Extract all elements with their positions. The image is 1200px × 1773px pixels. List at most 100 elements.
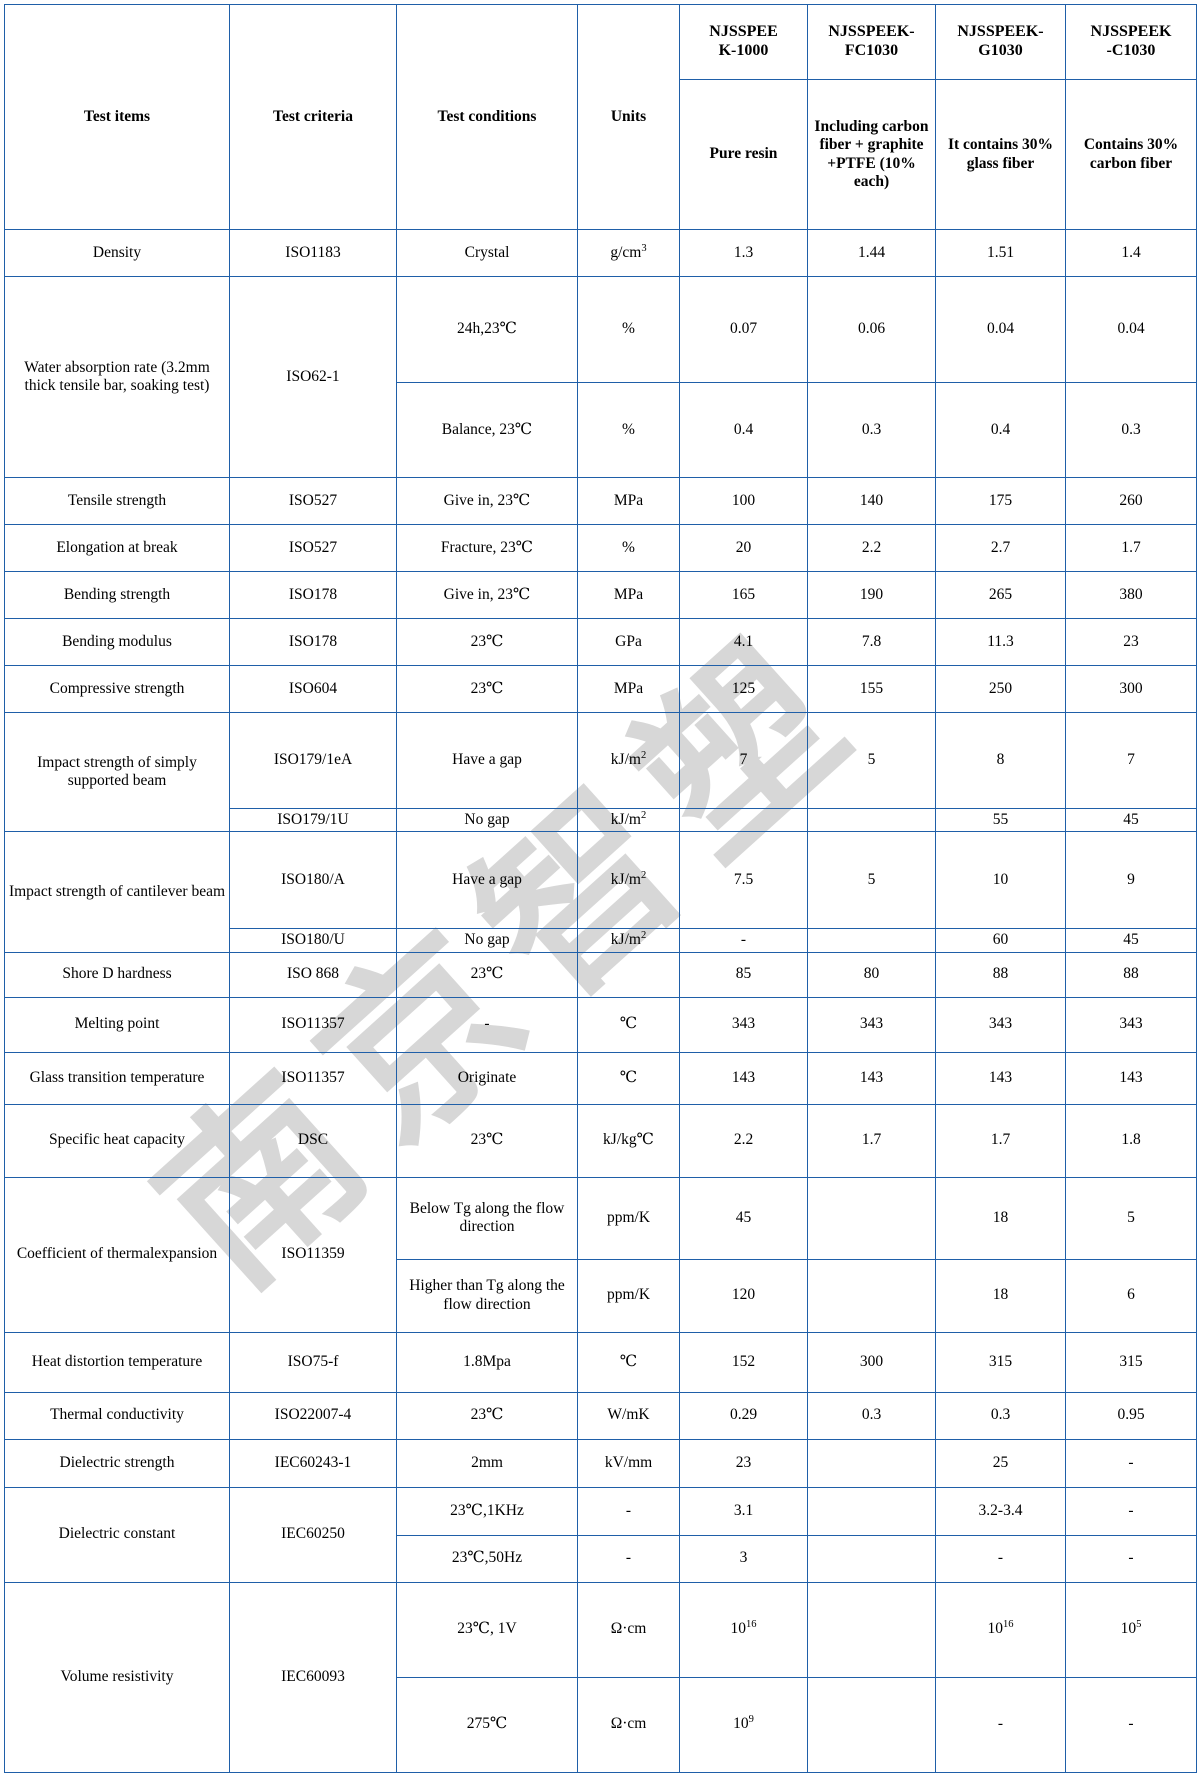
product-desc-njsspeek-g1030: It contains 30% glass fiber	[935, 79, 1066, 230]
cell-value: -	[1065, 1438, 1197, 1488]
cell-value: 80	[807, 951, 936, 998]
cell-value: 3.1	[679, 1486, 808, 1536]
cell-test-condition: 23℃	[396, 665, 578, 713]
cell-value	[807, 1258, 936, 1333]
cell-value: -	[935, 1534, 1066, 1583]
cell-value: 4.1	[679, 618, 808, 666]
cell-test-criteria: ISO179/1eA	[229, 712, 397, 809]
cell-value: 250	[935, 665, 1066, 713]
cell-unit: GPa	[577, 618, 680, 666]
cell-value: 60	[935, 928, 1066, 953]
cell-value: 20	[679, 524, 808, 572]
cell-test-criteria: ISO11357	[229, 996, 397, 1053]
table-row: Bending strength ISO178 Give in, 23℃ MPa 165…	[4, 571, 1197, 619]
cell-unit: %	[577, 524, 680, 572]
cell-value: 5	[807, 712, 936, 809]
cell-value: 1016	[679, 1581, 808, 1678]
cell-test-item: Glass transition temperature	[4, 1051, 230, 1105]
cell-test-condition: Higher than Tg along the flow direction	[396, 1258, 578, 1333]
cell-value: 125	[679, 665, 808, 713]
cell-value	[807, 1438, 936, 1488]
cell-value: 1.51	[935, 229, 1066, 277]
cell-value: 45	[679, 1176, 808, 1260]
product-desc-njsspeek-c1030: Contains 30% carbon fiber	[1065, 79, 1197, 230]
cell-test-condition: 23℃	[396, 951, 578, 998]
cell-value: 2.2	[807, 524, 936, 572]
cell-test-condition: 1.8Mpa	[396, 1331, 578, 1393]
cell-test-condition: Originate	[396, 1051, 578, 1105]
cell-unit: Ω·cm	[577, 1581, 680, 1678]
cell-value	[807, 807, 936, 833]
cell-value: 343	[935, 996, 1066, 1053]
cell-test-condition: Give in, 23℃	[396, 571, 578, 619]
cell-value: 0.3	[807, 1391, 936, 1440]
cell-value: 5	[807, 831, 936, 930]
cell-test-condition: Give in, 23℃	[396, 477, 578, 525]
cell-value: 23	[1065, 618, 1197, 666]
cell-unit: kJ/m2	[577, 807, 680, 833]
cell-test-condition: Have a gap	[396, 712, 578, 809]
cell-value: 190	[807, 571, 936, 619]
cell-test-condition: Below Tg along the flow direction	[396, 1176, 578, 1260]
cell-value: 105	[1065, 1581, 1197, 1678]
cell-value: 0.4	[935, 382, 1066, 478]
table-row: Melting point ISO11357- ℃ 343 343 343 343	[4, 996, 1197, 1053]
cell-test-item: Elongation at break	[4, 524, 230, 572]
column-header-units: Units	[577, 4, 680, 230]
table-header: Test items Test criteria Test conditions…	[4, 4, 1197, 230]
cell-value: 18	[935, 1258, 1066, 1333]
cell-value: 23	[679, 1438, 808, 1488]
cell-value: -	[1065, 1534, 1197, 1583]
cell-test-criteria: ISO1183	[229, 229, 397, 277]
cell-test-item: Volume resistivity	[4, 1581, 230, 1773]
table-row: Impact strength of simply supported beam…	[4, 711, 1197, 833]
cell-test-condition: Fracture, 23℃	[396, 524, 578, 572]
cell-value: 0.29	[679, 1391, 808, 1440]
column-header-test-conditions: Test conditions	[396, 4, 578, 230]
cell-value: 260	[1065, 477, 1197, 525]
cell-test-criteria: DSC	[229, 1103, 397, 1178]
cell-value: -	[679, 928, 808, 953]
cell-test-condition: 23℃	[396, 1391, 578, 1440]
cell-value: 45	[1065, 928, 1197, 953]
cell-test-criteria: ISO178	[229, 571, 397, 619]
cell-value: 9	[1065, 831, 1197, 930]
cell-value: 8	[935, 712, 1066, 809]
cell-value: 165	[679, 571, 808, 619]
cell-test-condition: 23℃, 1V	[396, 1581, 578, 1678]
cell-unit	[577, 951, 680, 998]
cell-value: 300	[1065, 665, 1197, 713]
cell-value: 7.5	[679, 831, 808, 930]
cell-unit: -	[577, 1486, 680, 1536]
table-row: Water absorption rate (3.2mm thick tensi…	[4, 276, 1197, 478]
cell-test-item: Impact strength of simply supported beam	[4, 711, 230, 833]
cell-value: 88	[935, 951, 1066, 998]
cell-value: 2.2	[679, 1103, 808, 1178]
cell-value: 0.06	[807, 276, 936, 383]
cell-value: 10	[935, 831, 1066, 930]
cell-test-item: Dielectric strength	[4, 1438, 230, 1488]
cell-value: 343	[679, 996, 808, 1053]
cell-value	[807, 1486, 936, 1536]
cell-test-criteria: ISO178	[229, 618, 397, 666]
cell-test-condition: 2mm	[396, 1438, 578, 1488]
cell-value: 6	[1065, 1258, 1197, 1333]
cell-unit: MPa	[577, 665, 680, 713]
table-row: Heat distortion temperature ISO75-f 1.8Mpa…	[4, 1331, 1197, 1393]
datasheet-page: 南京智塑 Test items Test criteria Test condi…	[4, 4, 1197, 1773]
cell-value: 88	[1065, 951, 1197, 998]
cell-unit: kJ/m2	[577, 712, 680, 809]
table-row: Glass transition temperature ISO11357 Orig…	[4, 1051, 1197, 1105]
cell-unit: W/mK	[577, 1391, 680, 1440]
cell-value: 7.8	[807, 618, 936, 666]
cell-value: 7	[1065, 712, 1197, 809]
product-desc-njsspeek-fc1030: Including carbon fiber + graphite +PTFE …	[807, 79, 936, 230]
table-row: ISO179/1U No gap kJ/m2 55 45	[5, 807, 1197, 833]
cell-test-criteria: ISO11357	[229, 1051, 397, 1105]
cell-unit: ℃	[577, 1051, 680, 1105]
cell-unit: %	[577, 382, 680, 478]
cell-value: 3	[679, 1534, 808, 1583]
cell-value: -	[1065, 1676, 1197, 1773]
table-row: Thermal conductivity ISO22007-4 23℃ W/mK 0.2…	[4, 1391, 1197, 1440]
table-row: ISO180/U No gap kJ/m2- 60 45	[5, 928, 1197, 953]
